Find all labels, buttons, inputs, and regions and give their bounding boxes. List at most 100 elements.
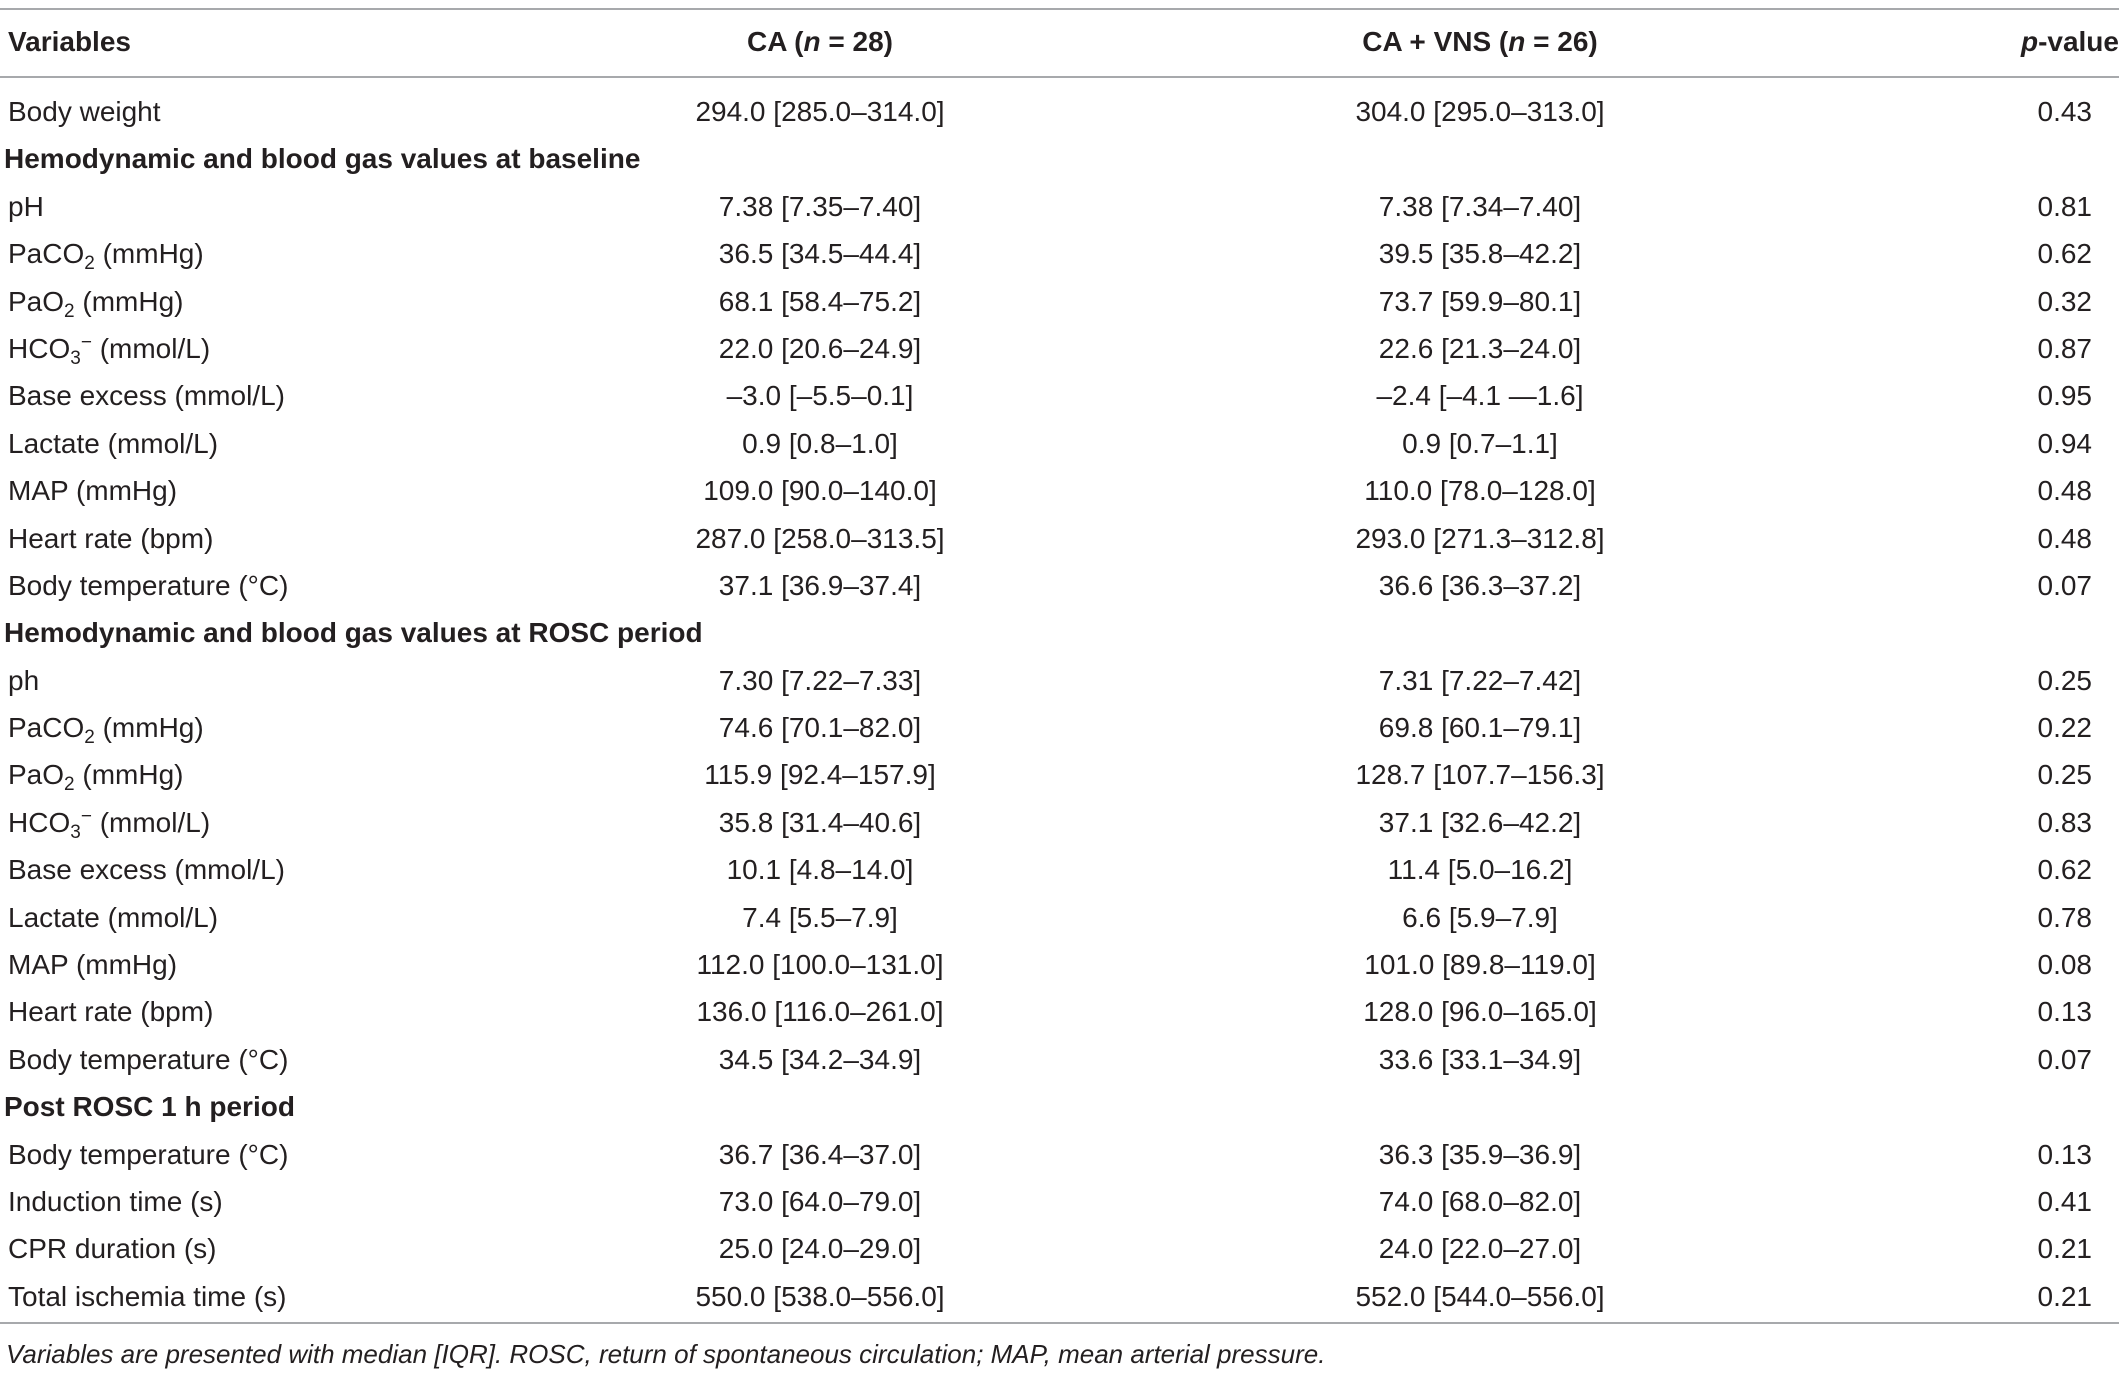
ca-vns-value: 11.4 [5.0–16.2] xyxy=(1387,854,1573,886)
table-row: HCO3− (mmol/L) 22.0 [20.6–24.9] 22.6 [21.3… xyxy=(0,325,2119,372)
p-value: 0.62 xyxy=(2037,238,2093,270)
ca-value: 109.0 [90.0–140.0] xyxy=(703,475,937,507)
table-row: Lactate (mmol/L) 0.9 [0.8–1.0] 0.9 [0.7–1.… xyxy=(0,420,2119,467)
label-text: HCO xyxy=(8,332,71,364)
row-label: Lactate (mmol/L) xyxy=(8,427,219,459)
ca-value: –3.0 [–5.5–0.1] xyxy=(726,380,914,412)
table-row: PaCO2 (mmHg) 74.6 [70.1–82.0] 69.8 [60.1–7… xyxy=(0,704,2119,751)
row-label: PaCO2 (mmHg) xyxy=(8,230,204,277)
label-subscript: 3 xyxy=(70,821,81,843)
section-header-row: Hemodynamic and blood gas values at base… xyxy=(0,135,2119,182)
ca-vns-value: 22.6 [21.3–24.0] xyxy=(1378,332,1582,364)
ca-vns-value: 37.1 [32.6–42.2] xyxy=(1378,806,1582,838)
ca-vns-value: 24.0 [22.0–27.0] xyxy=(1378,1233,1582,1265)
label-unit: (mmHg) xyxy=(74,759,184,791)
ca-vns-value: 36.3 [35.9–36.9] xyxy=(1378,1138,1582,1170)
table-header-rule xyxy=(0,76,2119,78)
ca-value: 7.4 [5.5–7.9] xyxy=(742,901,898,933)
row-label: Heart rate (bpm) xyxy=(8,522,214,554)
table-bottom-rule xyxy=(0,1322,2119,1324)
row-label: pH xyxy=(8,190,44,222)
p-value: 0.48 xyxy=(2037,522,2093,554)
table-body: Body weight 294.0 [285.0–314.0] 304.0 [295… xyxy=(0,88,2119,1320)
ca-vns-value: 304.0 [295.0–313.0] xyxy=(1355,96,1605,127)
p-value: 0.81 xyxy=(2037,190,2093,222)
p-value: 0.22 xyxy=(2037,712,2093,744)
label-unit: (mmol/L) xyxy=(91,332,211,364)
row-label: CPR duration (s) xyxy=(8,1233,217,1265)
label-subscript: 2 xyxy=(84,727,95,749)
ca-vns-value: 128.7 [107.7–156.3] xyxy=(1355,759,1605,791)
table-row: Heart rate (bpm) 287.0 [258.0–313.5] 293.0… xyxy=(0,515,2119,562)
ca-vns-value: 7.31 [7.22–7.42] xyxy=(1378,664,1582,696)
p-value: 0.25 xyxy=(2037,759,2093,791)
ca-value: 25.0 [24.0–29.0] xyxy=(718,1233,922,1265)
label-unit: (mmol/L) xyxy=(91,806,211,838)
ca-vns-value: 552.0 [544.0–556.0] xyxy=(1355,1280,1605,1312)
ca-vns-value: 128.0 [96.0–165.0] xyxy=(1363,996,1597,1028)
table-row: Base excess (mmol/L) –3.0 [–5.5–0.1] –2.4 … xyxy=(0,372,2119,419)
p-value: 0.07 xyxy=(2037,1043,2093,1075)
label-text: PaO xyxy=(8,285,65,317)
p-value: 0.07 xyxy=(2037,569,2093,601)
row-label: ph xyxy=(8,664,40,696)
row-label: PaO2 (mmHg) xyxy=(8,751,183,798)
ca-value: 112.0 [100.0–131.0] xyxy=(696,949,944,981)
label-text: PaCO xyxy=(8,238,85,270)
label-superscript: − xyxy=(80,331,92,353)
p-value: 0.13 xyxy=(2037,996,2093,1028)
section-header-row: Hemodynamic and blood gas values at ROSC… xyxy=(0,609,2119,656)
ca-vns-value: 293.0 [271.3–312.8] xyxy=(1355,522,1605,554)
header-variables: Variables xyxy=(8,26,131,57)
section-header-row: Post ROSC 1 h period xyxy=(0,1083,2119,1130)
table-footnote: Variables are presented with median [IQR… xyxy=(6,1339,1326,1369)
ca-value: 115.9 [92.4–157.9] xyxy=(704,759,936,791)
p-value: 0.78 xyxy=(2037,901,2093,933)
ca-value: 0.9 [0.8–1.0] xyxy=(742,427,898,459)
table-row: Lactate (mmol/L) 7.4 [5.5–7.9] 6.6 [5.9–7.… xyxy=(0,894,2119,941)
table-row: Induction time (s) 73.0 [64.0–79.0] 74.0 [… xyxy=(0,1178,2119,1225)
header-p-value: p-value xyxy=(2020,26,2119,57)
header-ca-vns: CA + VNS (n = 26) xyxy=(1362,26,1598,57)
ca-vns-value: 39.5 [35.8–42.2] xyxy=(1378,238,1582,270)
section-label: Hemodynamic and blood gas values at ROSC… xyxy=(4,617,703,649)
ca-vns-value: 7.38 [7.34–7.40] xyxy=(1378,190,1582,222)
ca-vns-value: 6.6 [5.9–7.9] xyxy=(1402,901,1558,933)
table-row: Heart rate (bpm) 136.0 [116.0–261.0] 128.0… xyxy=(0,988,2119,1035)
table-row: HCO3− (mmol/L) 35.8 [31.4–40.6] 37.1 [32.6… xyxy=(0,799,2119,846)
table-row: ph 7.30 [7.22–7.33] 7.31 [7.22–7.42] 0.25 xyxy=(0,657,2119,704)
p-value: 0.08 xyxy=(2037,949,2093,981)
ca-vns-value: 36.6 [36.3–37.2] xyxy=(1378,569,1582,601)
table-row: MAP (mmHg) 112.0 [100.0–131.0] 101.0 [89.8… xyxy=(0,941,2119,988)
ca-vns-value: 110.0 [78.0–128.0] xyxy=(1364,475,1596,507)
label-text: HCO xyxy=(8,806,71,838)
row-label: Lactate (mmol/L) xyxy=(8,901,219,933)
label-subscript: 2 xyxy=(84,253,95,275)
ca-value: 7.30 [7.22–7.33] xyxy=(718,664,922,696)
ca-value: 68.1 [58.4–75.2] xyxy=(718,285,922,317)
table-row: CPR duration (s) 25.0 [24.0–29.0] 24.0 [22… xyxy=(0,1225,2119,1272)
table-row: Body temperature (°C) 34.5 [34.2–34.9] 33.… xyxy=(0,1036,2119,1083)
ca-vns-value: 0.9 [0.7–1.1] xyxy=(1402,427,1558,459)
ca-value: 22.0 [20.6–24.9] xyxy=(718,332,922,364)
row-label: Body temperature (°C) xyxy=(8,569,289,601)
row-label: PaCO2 (mmHg) xyxy=(8,704,204,751)
ca-vns-value: –2.4 [–4.1 —1.6] xyxy=(1376,380,1584,412)
ca-value: 10.1 [4.8–14.0] xyxy=(726,854,914,886)
ca-value: 36.5 [34.5–44.4] xyxy=(718,238,922,270)
header-ca: CA (n = 28) xyxy=(746,26,893,57)
p-value: 0.21 xyxy=(2037,1280,2093,1312)
row-label: HCO3− (mmol/L) xyxy=(8,799,210,846)
ca-value: 74.6 [70.1–82.0] xyxy=(718,712,922,744)
table-row: PaO2 (mmHg) 68.1 [58.4–75.2] 73.7 [59.9–80… xyxy=(0,278,2119,325)
row-label: Base excess (mmol/L) xyxy=(8,380,285,412)
table-row: Base excess (mmol/L) 10.1 [4.8–14.0] 11.4 … xyxy=(0,846,2119,893)
ca-value: 34.5 [34.2–34.9] xyxy=(718,1043,922,1075)
ca-value: 73.0 [64.0–79.0] xyxy=(718,1185,922,1217)
label-subscript: 2 xyxy=(64,774,75,796)
table-row: PaO2 (mmHg) 115.9 [92.4–157.9] 128.7 [107.… xyxy=(0,751,2119,798)
ca-value: 37.1 [36.9–37.4] xyxy=(718,569,922,601)
p-value: 0.43 xyxy=(2037,96,2093,127)
table-row: Total ischemia time (s) 550.0 [538.0–556.… xyxy=(0,1273,2119,1320)
p-value: 0.48 xyxy=(2037,475,2093,507)
